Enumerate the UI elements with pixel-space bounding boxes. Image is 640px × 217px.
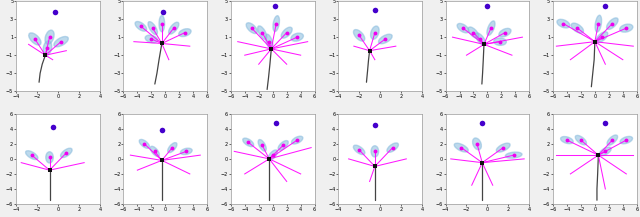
- Ellipse shape: [150, 146, 159, 156]
- Ellipse shape: [472, 138, 481, 150]
- Ellipse shape: [140, 140, 150, 148]
- Ellipse shape: [572, 23, 584, 33]
- Ellipse shape: [575, 135, 586, 145]
- Ellipse shape: [291, 136, 303, 144]
- Ellipse shape: [266, 34, 273, 49]
- Ellipse shape: [371, 26, 379, 39]
- Ellipse shape: [135, 21, 147, 31]
- Ellipse shape: [596, 32, 608, 43]
- Ellipse shape: [607, 18, 618, 29]
- Ellipse shape: [243, 138, 253, 147]
- Ellipse shape: [353, 30, 365, 41]
- Ellipse shape: [179, 29, 191, 37]
- Ellipse shape: [148, 22, 157, 35]
- Ellipse shape: [258, 140, 266, 151]
- Ellipse shape: [278, 141, 288, 150]
- Ellipse shape: [468, 27, 479, 38]
- Ellipse shape: [268, 150, 277, 160]
- Ellipse shape: [43, 41, 52, 55]
- Ellipse shape: [607, 135, 618, 145]
- Ellipse shape: [561, 136, 573, 144]
- Ellipse shape: [371, 146, 379, 157]
- Ellipse shape: [557, 19, 570, 28]
- Ellipse shape: [273, 16, 280, 31]
- Ellipse shape: [168, 22, 179, 34]
- Ellipse shape: [620, 136, 632, 144]
- Ellipse shape: [499, 28, 511, 37]
- Ellipse shape: [600, 147, 611, 156]
- Ellipse shape: [620, 24, 633, 32]
- Ellipse shape: [281, 27, 292, 38]
- Ellipse shape: [159, 15, 164, 32]
- Ellipse shape: [180, 148, 192, 155]
- Ellipse shape: [387, 143, 399, 152]
- Ellipse shape: [29, 33, 41, 45]
- Ellipse shape: [26, 151, 38, 159]
- Ellipse shape: [595, 15, 602, 32]
- Ellipse shape: [168, 143, 177, 153]
- Ellipse shape: [61, 148, 72, 158]
- Ellipse shape: [378, 34, 392, 44]
- Ellipse shape: [246, 23, 257, 33]
- Ellipse shape: [476, 33, 486, 45]
- Ellipse shape: [46, 152, 53, 163]
- Ellipse shape: [145, 35, 157, 43]
- Ellipse shape: [494, 38, 506, 45]
- Ellipse shape: [291, 33, 303, 41]
- Ellipse shape: [353, 145, 365, 155]
- Ellipse shape: [487, 21, 495, 35]
- Ellipse shape: [45, 30, 54, 44]
- Ellipse shape: [454, 143, 468, 152]
- Ellipse shape: [496, 143, 510, 152]
- Ellipse shape: [457, 23, 469, 33]
- Ellipse shape: [54, 36, 68, 47]
- Ellipse shape: [506, 152, 522, 158]
- Ellipse shape: [258, 26, 267, 39]
